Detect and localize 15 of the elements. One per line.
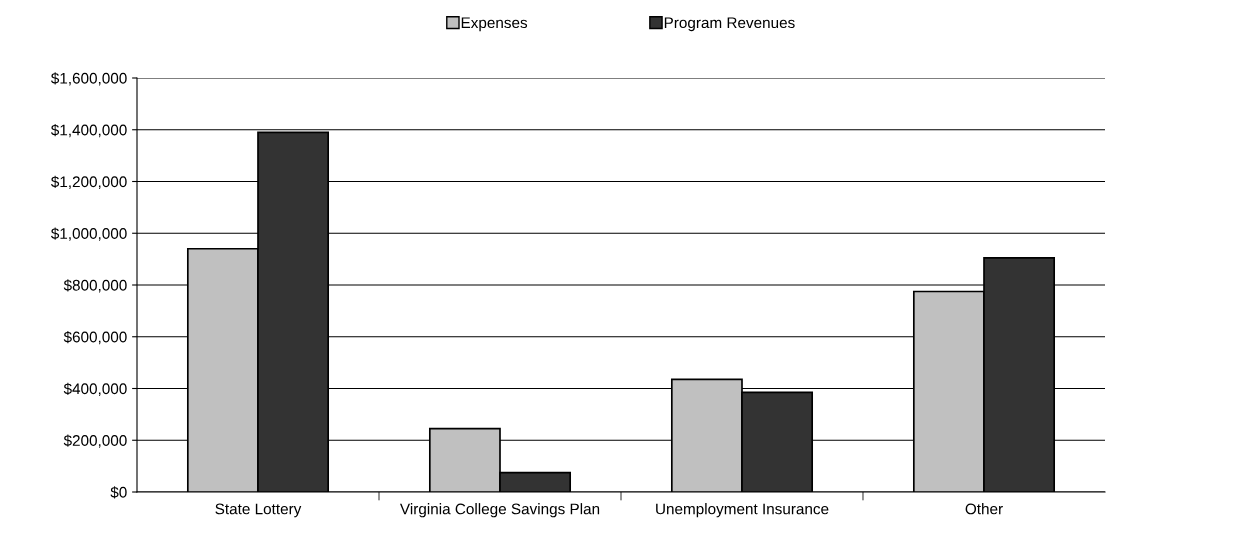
legend-label: Expenses <box>461 17 528 32</box>
y-tick-label: $0 <box>110 486 127 499</box>
x-tick-label: Unemployment Insurance <box>656 503 829 518</box>
legend-label: Program Revenues <box>664 17 795 32</box>
y-tick-label: $800,000 <box>63 279 127 293</box>
y-tick-label: $1,000,000 <box>50 227 127 241</box>
x-tick-label: State Lottery <box>215 503 302 518</box>
y-tick-label: $600,000 <box>63 330 127 345</box>
y-tick-label: $1,600,000 <box>50 72 127 86</box>
x-tick-label: Virginia College Savings Plan <box>399 503 600 518</box>
y-tick-label: $1,400,000 <box>50 123 127 138</box>
x-tick-label: Other <box>965 503 1003 515</box>
y-tick-label: $200,000 <box>63 434 127 448</box>
y-tick-label: $1,200,000 <box>50 175 127 189</box>
y-tick-label: $400,000 <box>63 382 127 396</box>
